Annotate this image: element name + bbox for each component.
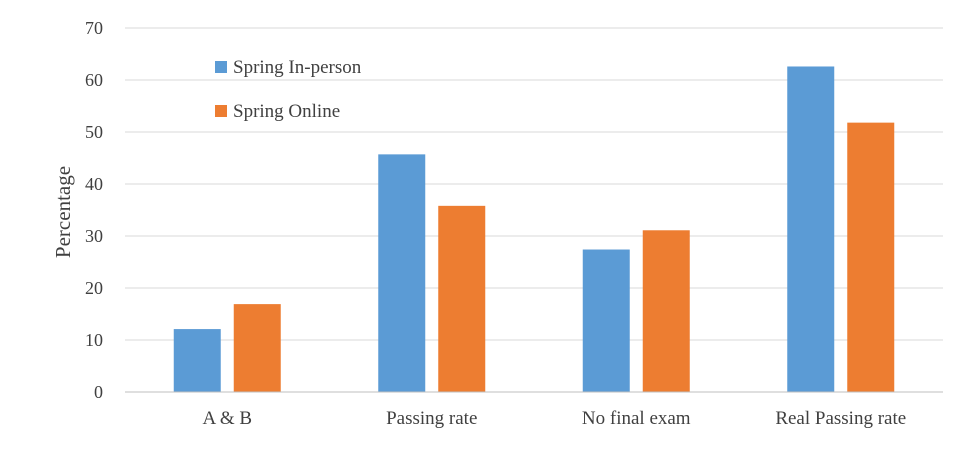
bar-in-person [378,154,426,392]
legend-swatch [215,61,227,73]
y-axis-ticks: 0 10 20 30 40 50 60 70 [85,18,103,402]
y-tick-label: 60 [85,70,103,90]
y-tick-label: 40 [85,174,103,194]
y-tick-label: 50 [85,122,103,142]
x-axis-categories: A & B Passing rate No final exam Real Passi… [202,408,906,429]
legend-label: Spring Online [233,101,340,122]
bar-in-person [582,249,630,392]
y-tick-label: 20 [85,278,103,298]
legend-label: Spring In-person [233,57,362,78]
y-tick-label: 30 [85,226,103,246]
x-category-label: Real Passing rate [775,408,906,429]
x-category-label: No final exam [582,408,691,429]
y-tick-label: 0 [94,382,103,402]
bar-in-person [173,329,221,392]
bars [173,66,895,392]
bar-online [438,205,486,392]
bar-online [233,304,281,392]
y-tick-label: 10 [85,330,103,350]
legend-swatch [215,105,227,117]
x-category-label: A & B [202,408,252,429]
y-tick-label: 70 [85,18,103,38]
y-axis-label: Percentage [51,166,75,258]
bar-online [642,230,690,392]
gridlines [125,27,943,341]
legend: Spring In-person Spring Online [215,57,362,122]
bar-online [847,122,895,392]
bar-in-person [787,66,835,392]
x-category-label: Passing rate [386,408,477,429]
